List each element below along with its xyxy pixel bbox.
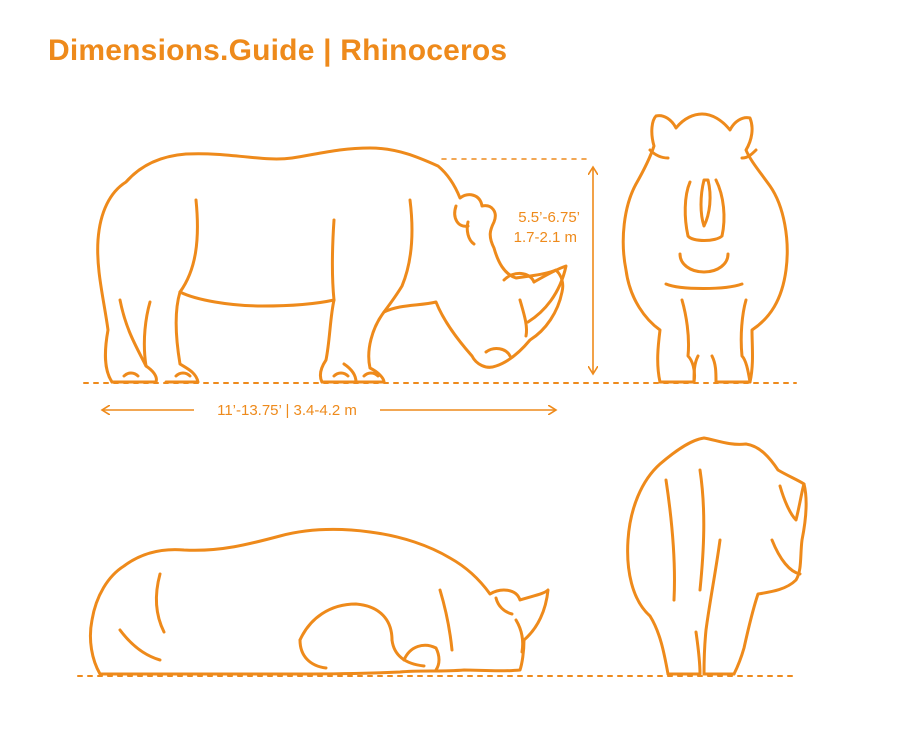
page-title: Dimensions.Guide | Rhinoceros — [48, 34, 508, 67]
rhino-front-view — [621, 112, 789, 384]
height-metric-label: 1.7-2.1 m — [514, 229, 577, 246]
length-label: 11’-13.75’ | 3.4-4.2 m — [217, 402, 357, 419]
rhino-rear-view — [626, 436, 808, 676]
height-imperial-label: 5.5’-6.75’ — [518, 209, 580, 226]
rhino-side-view — [96, 146, 568, 384]
rhino-resting-view — [88, 527, 550, 676]
